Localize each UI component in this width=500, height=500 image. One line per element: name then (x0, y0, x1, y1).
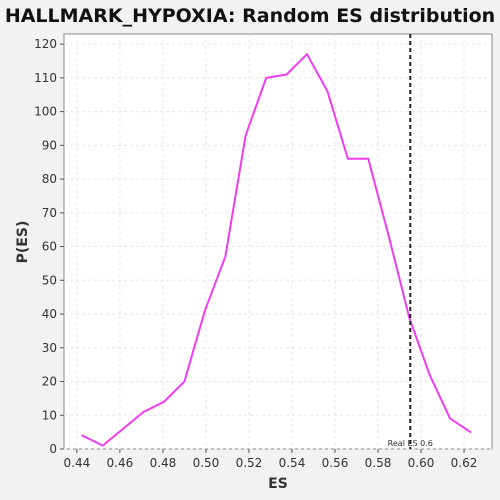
y-tick-label: 90 (42, 138, 57, 152)
y-axis-label: P(ES) (15, 221, 31, 264)
y-axis: 0 10 20 30 40 50 60 70 80 90 100 110 120 (34, 37, 64, 456)
y-tick-label: 40 (42, 307, 57, 321)
y-tick-label: 10 (42, 408, 57, 422)
series-line (81, 53, 472, 447)
y-tick-label: 0 (49, 442, 57, 456)
x-tick-label: 0.48 (150, 456, 177, 470)
chart-title: HALLMARK_HYPOXIA: Random ES distribution (5, 5, 495, 27)
x-tick-label: 0.44 (64, 456, 91, 470)
x-tick-label: 0.50 (193, 456, 220, 470)
reference-layer: Real ES 0.6 (388, 34, 433, 449)
y-tick-label: 120 (34, 37, 57, 51)
x-tick-label: 0.46 (107, 456, 134, 470)
y-tick-label: 80 (42, 172, 57, 186)
y-tick-label: 50 (42, 273, 57, 287)
x-axis: 0.44 0.46 0.48 0.50 0.52 0.54 0.56 0.58 0.60 0.62 (64, 449, 478, 470)
y-tick-label: 20 (42, 375, 57, 389)
x-tick-label: 0.62 (451, 456, 478, 470)
x-tick-label: 0.60 (408, 456, 435, 470)
x-tick-label: 0.56 (322, 456, 349, 470)
x-tick-label: 0.54 (279, 456, 306, 470)
y-tick-label: 70 (42, 206, 57, 220)
plot-area (63, 33, 493, 450)
series-layer (81, 53, 472, 447)
y-tick-label: 110 (34, 71, 57, 85)
x-axis-label: ES (268, 476, 288, 492)
y-tick-label: 60 (42, 240, 57, 254)
x-tick-label: 0.58 (365, 456, 392, 470)
y-tick-label: 100 (34, 105, 57, 119)
x-tick-label: 0.52 (236, 456, 263, 470)
y-tick-label: 30 (42, 341, 57, 355)
real-es-label: Real ES 0.6 (388, 439, 433, 448)
